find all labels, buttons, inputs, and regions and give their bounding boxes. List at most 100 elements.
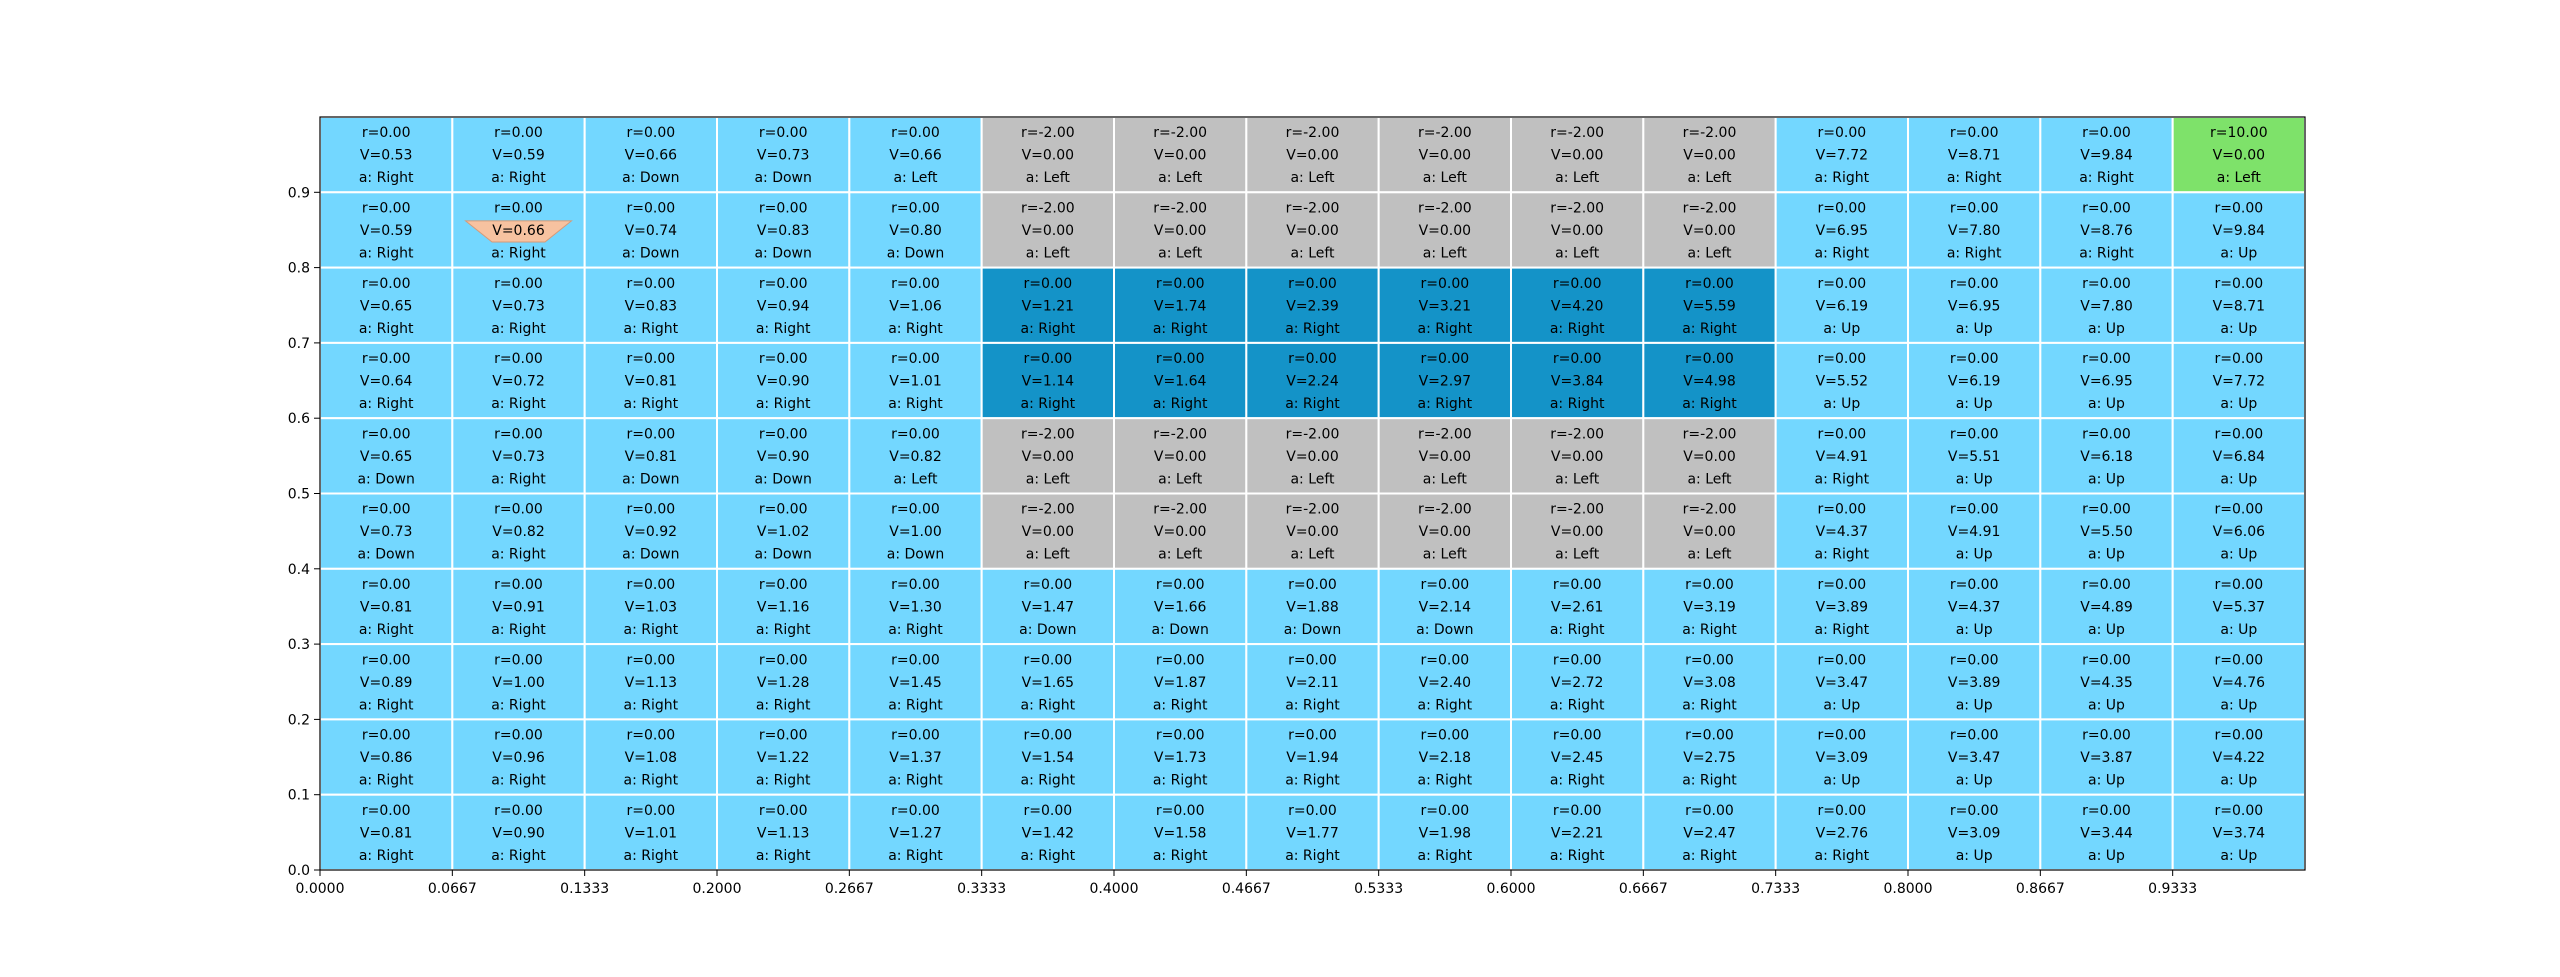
- cell-value-label: V=0.59: [360, 223, 412, 239]
- cell-action-label: a: Right: [756, 321, 811, 337]
- grid-cell: [848, 191, 983, 269]
- grid-cell: [319, 116, 454, 194]
- cell-action-label: a: Up: [1956, 471, 1993, 487]
- cell-action-label: a: Up: [2220, 471, 2257, 487]
- x-tick-label: 0.9333: [2148, 881, 2197, 897]
- grid-cell: [1113, 793, 1248, 872]
- cell-action-label: a: Right: [624, 622, 679, 638]
- cell-reward-label: r=0.00: [1420, 652, 1469, 668]
- cell-reward-label: r=0.00: [2214, 803, 2263, 819]
- grid-cell: [1774, 793, 1909, 872]
- x-axis: 0.0000 0.0667 0.1333 0.2000 0.2667 0.3333 0.40…: [296, 870, 2197, 897]
- y-tick-label: 0.8: [288, 261, 310, 277]
- cell-action-label: a: Up: [1956, 321, 1993, 337]
- cell-value-label: V=8.71: [2213, 298, 2265, 314]
- cell-value-label: V=0.59: [492, 148, 544, 164]
- cell-action-label: a: Left: [1423, 471, 1468, 487]
- cell-action-label: a: Right: [1550, 773, 1605, 789]
- cell-reward-label: r=0.00: [1817, 426, 1866, 442]
- cell-action-label: a: Up: [2088, 471, 2125, 487]
- cell-action-label: a: Right: [1418, 773, 1473, 789]
- grid-cell: [2171, 567, 2307, 646]
- cell-reward-label: r=0.00: [759, 125, 808, 141]
- cell-value-label: V=1.77: [1286, 825, 1338, 841]
- cell-action-label: a: Right: [491, 170, 546, 186]
- cell-action-label: a: Down: [887, 245, 944, 261]
- cell-value-label: V=4.20: [1551, 298, 1603, 314]
- cell-reward-label: r=0.00: [759, 502, 808, 518]
- grid-cell: [2171, 793, 2307, 872]
- grid-cell: [451, 116, 586, 194]
- x-tick-label: 0.2000: [693, 881, 742, 897]
- cell-value-label: V=1.01: [889, 374, 941, 390]
- grid-cell: [583, 793, 719, 872]
- cell-value-label: V=0.65: [360, 449, 412, 465]
- cell-value-label: V=0.00: [1551, 223, 1603, 239]
- cell-reward-label: r=0.00: [1817, 502, 1866, 518]
- cell-value-label: V=0.81: [625, 449, 677, 465]
- cell-action-label: a: Right: [1815, 622, 1870, 638]
- grid-cell: [980, 417, 1116, 495]
- cell-value-label: V=2.97: [1419, 374, 1471, 390]
- cell-value-label: V=4.37: [1816, 524, 1868, 540]
- cell-value-label: V=0.83: [625, 298, 677, 314]
- cell-value-label: V=4.76: [2213, 675, 2266, 691]
- cell-reward-label: r=0.00: [2214, 577, 2263, 593]
- cell-reward-label: r=0.00: [1553, 652, 1602, 668]
- cell-value-label: V=0.00: [1419, 524, 1471, 540]
- y-tick-label: 0.3: [288, 637, 310, 653]
- cell-value-label: V=0.73: [360, 524, 412, 540]
- cell-value-label: V=1.13: [625, 675, 677, 691]
- cell-action-label: a: Down: [1151, 622, 1208, 638]
- cell-value-label: V=0.94: [757, 298, 810, 314]
- grid-cell: [1510, 341, 1645, 420]
- x-tick-label: 0.3333: [957, 881, 1006, 897]
- cell-action-label: a: Right: [1153, 396, 1208, 412]
- cell-action-label: a: Up: [1956, 848, 1993, 864]
- grid-cell: [2039, 567, 2174, 646]
- cell-value-label: V=0.81: [360, 825, 412, 841]
- cell-action-label: a: Down: [622, 170, 679, 186]
- grid-cell: [2171, 643, 2307, 721]
- grid-cell: [1245, 341, 1380, 420]
- cell-action-label: a: Left: [1290, 471, 1335, 487]
- cell-reward-label: r=0.00: [1950, 502, 1999, 518]
- grid-cell: [1774, 718, 1909, 796]
- y-tick-label: 0.6: [288, 411, 310, 427]
- cell-reward-label: r=0.00: [759, 803, 808, 819]
- cell-action-label: a: Up: [2220, 622, 2257, 638]
- cell-value-label: V=0.00: [1683, 223, 1735, 239]
- cell-reward-label: r=0.00: [626, 125, 675, 141]
- cell-reward-label: r=0.00: [1156, 276, 1205, 292]
- cell-action-label: a: Left: [1290, 547, 1335, 563]
- grid-cell: [2171, 266, 2307, 344]
- cell-reward-label: r=0.00: [1023, 803, 1072, 819]
- cell-value-label: V=2.24: [1286, 374, 1339, 390]
- cell-action-label: a: Up: [2220, 547, 2257, 563]
- cell-reward-label: r=0.00: [891, 351, 940, 367]
- cell-reward-label: r=0.00: [1023, 577, 1072, 593]
- grid-cell: [2171, 718, 2307, 796]
- cell-reward-label: r=0.00: [1950, 351, 1999, 367]
- cell-action-label: a: Right: [888, 773, 943, 789]
- grid-cell: [1510, 492, 1645, 570]
- grid-cell: [1907, 492, 2042, 570]
- cell-value-label: V=6.95: [1816, 223, 1868, 239]
- cell-reward-label: r=0.00: [494, 426, 543, 442]
- grid-cell: [319, 492, 454, 570]
- cell-action-label: a: Up: [2220, 773, 2257, 789]
- cell-value-label: V=1.42: [1022, 825, 1074, 841]
- x-tick-label: 0.4000: [1090, 881, 1139, 897]
- cell-action-label: a: Down: [622, 471, 679, 487]
- cell-reward-label: r=0.00: [2082, 728, 2131, 744]
- cell-value-label: V=1.13: [757, 825, 809, 841]
- cell-reward-label: r=0.00: [891, 728, 940, 744]
- cell-action-label: a: Left: [1687, 245, 1732, 261]
- cell-value-label: V=0.00: [1154, 524, 1206, 540]
- grid-cell: [1245, 567, 1380, 646]
- cell-reward-label: r=0.00: [1288, 652, 1337, 668]
- grid-cell: [1113, 191, 1248, 269]
- grid-cell: [1377, 492, 1512, 570]
- grid-cell: [1113, 492, 1248, 570]
